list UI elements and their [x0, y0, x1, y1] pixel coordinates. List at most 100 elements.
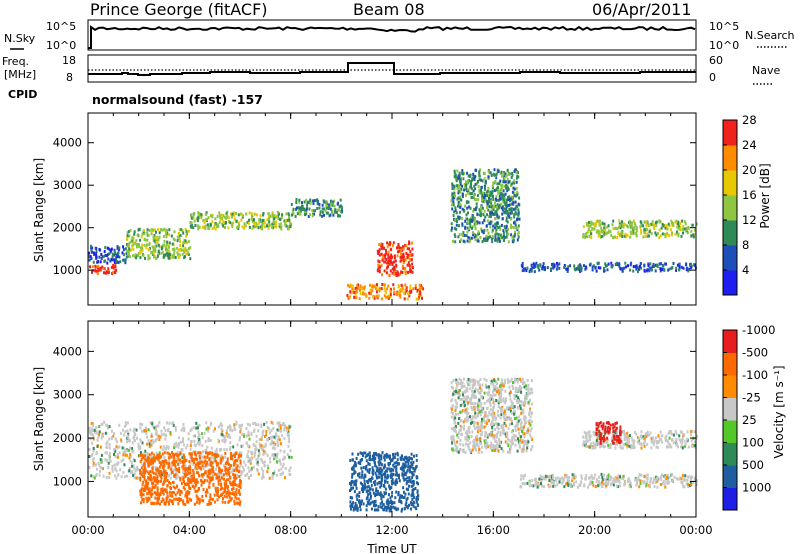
scatter-cell [643, 228, 646, 232]
scatter-cell [260, 476, 263, 480]
scatter-cell [412, 493, 415, 497]
scatter-cell [221, 222, 224, 226]
scatter-cell [160, 455, 163, 459]
scatter-cell [467, 418, 470, 422]
scatter-cell [618, 219, 621, 223]
scatter-cell [178, 460, 181, 464]
scatter-cell [211, 461, 214, 465]
scatter-cell [528, 270, 531, 274]
scatter-cell [115, 445, 118, 449]
scatter-cell [494, 230, 497, 234]
scatter-cell [366, 468, 369, 472]
power-scatter [88, 168, 698, 301]
scatter-cell [629, 230, 632, 234]
scatter-cell [98, 425, 101, 428]
scatter-cell [258, 218, 261, 222]
scatter-cell [239, 500, 242, 504]
scatter-cell [385, 508, 388, 512]
scatter-cell [455, 211, 458, 215]
scatter-cell [458, 179, 461, 183]
scatter-cell [379, 505, 382, 509]
scatter-cell [509, 207, 512, 211]
scatter-cell [163, 474, 166, 478]
scatter-cell [375, 465, 378, 469]
scatter-cell [491, 240, 494, 244]
scatter-cell [507, 198, 510, 201]
scatter-cell [675, 232, 678, 236]
scatter-cell [188, 460, 191, 463]
scatter-cell [618, 223, 621, 227]
scatter-cell [515, 194, 518, 198]
scatter-cell [142, 497, 145, 501]
scatter-cell [369, 477, 372, 481]
scatter-cell [488, 387, 491, 391]
scatter-cell [178, 228, 181, 232]
scatter-cell [514, 210, 517, 214]
scatter-cell [358, 500, 360, 504]
scatter-cell [606, 268, 609, 272]
scatter-cell [175, 477, 178, 480]
scatter-cell [396, 458, 399, 462]
scatter-cell [378, 248, 381, 252]
scatter-cell [283, 455, 286, 459]
scatter-cell [403, 490, 405, 494]
scatter-cell [510, 217, 512, 221]
scatter-cell [287, 428, 290, 431]
scatter-cell [180, 228, 183, 232]
scatter-cell [383, 485, 386, 489]
scatter-cell [273, 435, 276, 439]
scatter-cell [176, 239, 179, 243]
scatter-cell [184, 464, 187, 468]
scatter-cell [458, 224, 460, 228]
scatter-cell [495, 197, 497, 201]
scatter-cell [508, 203, 510, 207]
scatter-cell [402, 261, 405, 264]
scatter-cell [130, 248, 133, 252]
scatter-cell [141, 232, 144, 236]
scatter-cell [670, 221, 673, 225]
scatter-cell [466, 191, 469, 195]
scatter-cell [528, 433, 531, 437]
scatter-cell [180, 428, 183, 432]
scatter-cell [409, 287, 412, 290]
scatter-cell [266, 224, 268, 228]
scatter-cell [156, 497, 159, 501]
scatter-cell [415, 507, 418, 511]
scatter-cell [517, 224, 520, 228]
scatter-cell [239, 459, 242, 463]
scatter-cell [655, 224, 658, 228]
scatter-cell [461, 172, 464, 175]
scatter-cell [166, 252, 169, 256]
scatter-cell [454, 206, 457, 210]
scatter-cell [471, 415, 474, 419]
scatter-cell [237, 497, 240, 501]
scatter-cell [112, 263, 115, 267]
scatter-cell [107, 267, 110, 271]
scatter-cell [249, 423, 252, 427]
scatter-cell [168, 249, 171, 253]
scatter-cell [473, 178, 476, 181]
scatter-cell [634, 224, 637, 228]
scatter-cell [215, 451, 218, 455]
scatter-cell [195, 426, 198, 430]
scatter-cell [391, 494, 393, 498]
scatter-cell [257, 456, 260, 460]
scatter-cell [457, 431, 460, 435]
scatter-cell [245, 434, 248, 438]
scatter-cell [397, 507, 400, 511]
scatter-cell [486, 228, 489, 232]
scatter-cell [154, 472, 157, 476]
scatter-cell [627, 225, 629, 229]
scatter-cell [469, 222, 472, 225]
scatter-cell [197, 464, 200, 468]
scatter-cell [254, 421, 257, 425]
scatter-cell [234, 490, 237, 494]
scatter-cell [500, 381, 503, 385]
scatter-cell [393, 260, 395, 264]
scatter-cell [139, 447, 142, 450]
scatter-cell [196, 480, 199, 484]
scatter-cell [500, 206, 503, 210]
scatter-cell [271, 474, 274, 478]
scatter-cell [186, 499, 189, 502]
scatter-cell [499, 233, 502, 237]
